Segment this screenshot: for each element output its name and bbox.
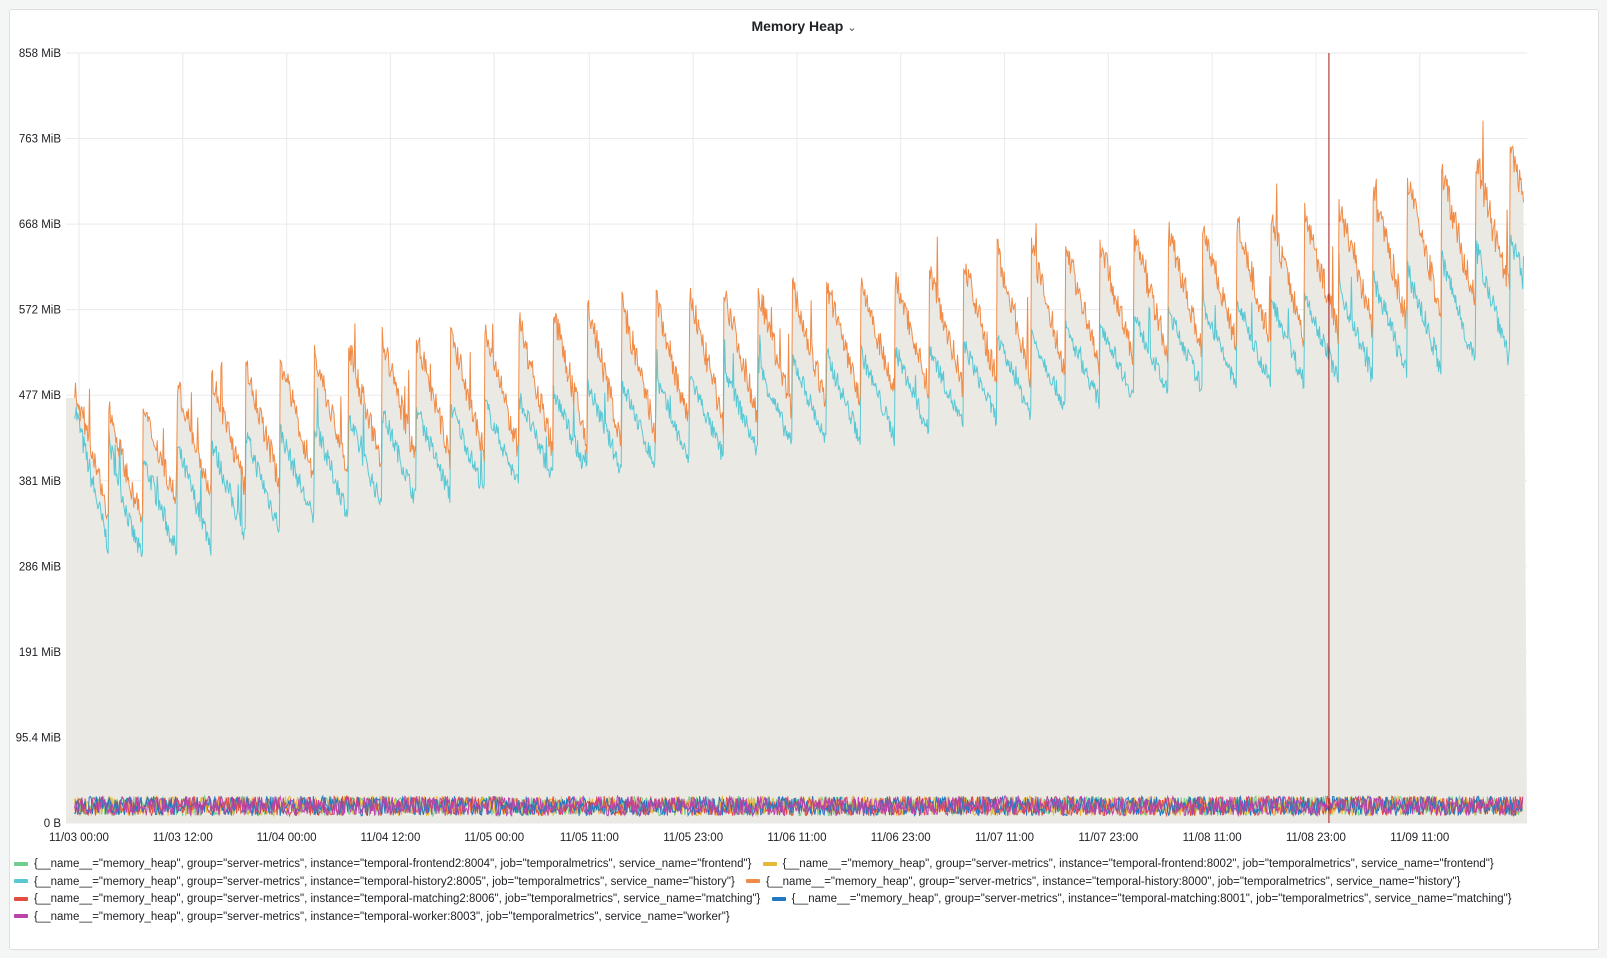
series-line (74, 794, 1524, 818)
legend-item[interactable]: {__name__="memory_heap", group="server-m… (746, 876, 1460, 888)
legend-label: {__name__="memory_heap", group="server-m… (34, 875, 735, 888)
y-tick-label: 572 MiB (19, 305, 62, 317)
chart-series (74, 120, 1524, 818)
legend-item[interactable]: {__name__="memory_heap", group="server-m… (762, 858, 1494, 870)
panel-title[interactable]: Memory Heap ⌄ (10, 18, 1598, 34)
x-tick-label: 11/08 23:00 (1286, 832, 1346, 844)
y-tick-label: 0 B (44, 818, 62, 830)
y-tick-label: 668 MiB (19, 219, 62, 231)
legend-item[interactable]: {__name__="memory_heap", group="server-m… (14, 858, 751, 870)
legend-item[interactable]: {__name__="memory_heap", group="server-m… (14, 911, 730, 923)
chart-area-fill (66, 120, 1527, 824)
legend-swatch (14, 879, 28, 884)
x-tick-label: 11/04 12:00 (360, 832, 420, 844)
legend-swatch (14, 861, 28, 866)
y-tick-label: 286 MiB (19, 561, 62, 573)
legend-label: {__name__="memory_heap", group="server-m… (34, 893, 761, 905)
legend-item[interactable]: {__name__="memory_heap", group="server-m… (14, 876, 735, 888)
y-tick-label: 95.4 MiB (16, 732, 62, 744)
legend-row: {__name__="memory_heap", group="server-m… (14, 858, 1520, 876)
x-tick-label: 11/07 23:00 (1078, 832, 1138, 844)
legend-item[interactable]: {__name__="memory_heap", group="server-m… (14, 893, 760, 905)
x-tick-label: 11/09 11:00 (1390, 832, 1449, 844)
x-tick-label: 11/03 12:00 (153, 832, 213, 844)
x-tick-label: 11/05 23:00 (663, 832, 723, 844)
y-tick-label: 763 MiB (19, 134, 62, 146)
series-line (74, 120, 1524, 523)
legend: {__name__="memory_heap", group="server-m… (14, 858, 1520, 928)
legend-swatch (771, 896, 786, 901)
x-tick-label: 11/06 11:00 (767, 832, 826, 844)
legend-label: {__name__="memory_heap", group="server-m… (34, 858, 752, 870)
y-tick-label: 191 MiB (19, 647, 62, 659)
legend-swatch (14, 896, 28, 901)
x-tick-label: 11/05 00:00 (464, 832, 524, 844)
legend-row: {__name__="memory_heap", group="server-m… (14, 876, 1520, 894)
legend-swatch (14, 914, 28, 919)
legend-label: {__name__="memory_heap", group="server-m… (766, 875, 1461, 888)
x-tick-label: 11/06 23:00 (871, 832, 931, 844)
x-tick-label: 11/07 11:00 (975, 832, 1034, 844)
panel-title-text: Memory Heap (751, 18, 844, 34)
x-tick-label: 11/03 00:00 (49, 832, 109, 844)
legend-label: {__name__="memory_heap", group="server-m… (791, 893, 1512, 905)
y-tick-label: 381 MiB (19, 476, 62, 488)
y-tick-label: 858 MiB (19, 48, 62, 60)
area-fill (66, 120, 1527, 824)
legend-row: {__name__="memory_heap", group="server-m… (14, 911, 1520, 929)
legend-label: {__name__="memory_heap", group="server-m… (782, 858, 1494, 870)
x-tick-label: 11/08 11:00 (1183, 832, 1242, 844)
legend-swatch (762, 861, 777, 866)
y-tick-label: 477 MiB (19, 390, 62, 402)
chevron-down-icon[interactable]: ⌄ (847, 22, 857, 34)
legend-swatch (746, 879, 761, 884)
legend-row: {__name__="memory_heap", group="server-m… (14, 893, 1520, 911)
legend-item[interactable]: {__name__="memory_heap", group="server-m… (771, 893, 1512, 905)
legend-label: {__name__="memory_heap", group="server-m… (34, 910, 730, 923)
chart-axes: 0 B 95.4 MiB 191 MiB 286 MiB 381 MiB 477 MiB 5… (16, 48, 1450, 844)
x-tick-label: 11/04 00:00 (257, 832, 317, 844)
x-tick-label: 11/05 11:00 (560, 832, 619, 844)
series-line (74, 234, 1524, 558)
